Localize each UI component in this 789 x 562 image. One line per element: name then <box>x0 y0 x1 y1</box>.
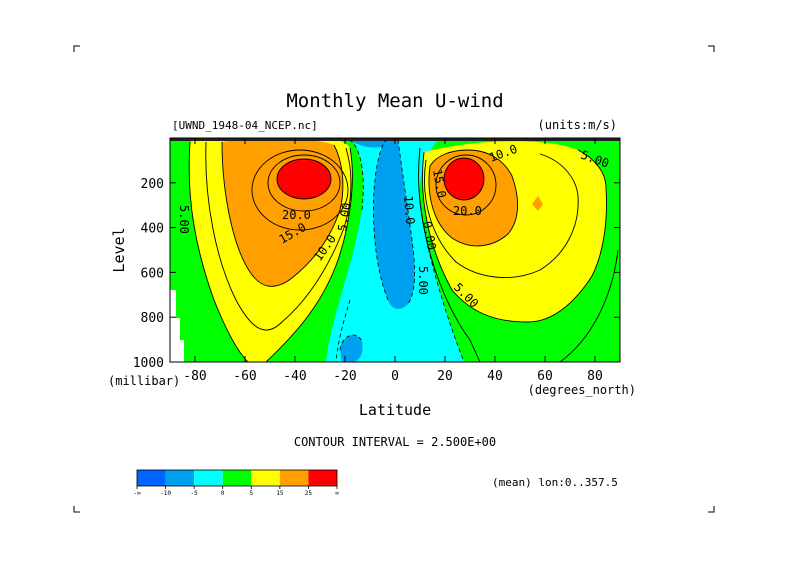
x-tick-label: -20 <box>333 369 356 384</box>
x-tick-label: -60 <box>233 369 256 384</box>
footer-label: (mean) lon:0..357.5 <box>492 476 618 489</box>
fill-neg5-core <box>373 140 415 309</box>
contour-lines <box>188 141 619 362</box>
y-tick-label: 200 <box>141 177 164 192</box>
contour-label: 5.00 <box>416 266 430 295</box>
colorbar-tick-label: -10 <box>160 490 171 497</box>
fill-nh-blob <box>532 196 543 211</box>
colorbar-tick-label: 0 <box>221 490 225 497</box>
x-axis-label: Latitude <box>359 401 431 419</box>
y-tick-label: 800 <box>141 311 164 326</box>
contour-label: 20.0 <box>453 204 482 218</box>
colorbar-tick-label: ∞ <box>335 490 339 497</box>
y-axis-label: Level <box>110 227 128 272</box>
y-axis: 200 400 600 800 1000 <box>133 177 620 371</box>
y-unit-label: (millibar) <box>108 374 180 388</box>
colorbar-tick-label: 25 <box>305 490 313 497</box>
colorbar-tick-label: -∞ <box>133 490 141 497</box>
colorbar-frame <box>136 469 338 487</box>
corner-marks <box>73 45 715 513</box>
x-tick-label: -40 <box>283 369 306 384</box>
colorbar: -∞ -10 -5 0 5 15 25 ∞ <box>133 469 339 497</box>
contour-label: 20.0 <box>282 208 311 222</box>
x-tick-label: 40 <box>487 369 503 384</box>
colorbar-tick-label: 5 <box>249 490 253 497</box>
y-tick-label: 1000 <box>133 356 164 371</box>
colorbar-swatch <box>251 470 280 486</box>
x-tick-label: -80 <box>183 369 206 384</box>
contour-label: 0.00 <box>420 220 439 251</box>
x-unit-label: (degrees_north) <box>528 383 636 397</box>
contour-label: 15.0 <box>430 168 449 199</box>
x-tick-label: 60 <box>537 369 553 384</box>
contour-label: 10.0 <box>401 195 417 225</box>
fill-sh-core-25 <box>277 159 331 199</box>
colorbar-tick-label: 15 <box>276 490 284 497</box>
fill-neg5-blob <box>340 335 363 362</box>
x-tick-label: 20 <box>437 369 453 384</box>
contour-label: 5.00 <box>177 205 191 234</box>
chart-title: Monthly Mean U-wind <box>286 90 503 112</box>
contour-label: 5.00 <box>335 202 354 233</box>
x-tick-label: 0 <box>391 369 399 384</box>
x-tick-label: 80 <box>587 369 603 384</box>
x-axis: -80 -60 -40 -20 0 20 40 60 80 <box>183 138 603 384</box>
y-tick-label: 600 <box>141 266 164 281</box>
plot-area: 5.00 20.0 15.0 10.0 5.00 20.0 15.0 10.0 … <box>170 138 620 362</box>
colorbar-swatch <box>137 470 166 486</box>
colorbar-swatch <box>194 470 223 486</box>
dataset-label: [UWND_1948-04_NCEP.nc] <box>172 119 318 132</box>
colorbar-swatch <box>279 470 309 486</box>
contour-interval-label: CONTOUR INTERVAL = 2.500E+00 <box>294 435 496 449</box>
colorbar-tick-label: -5 <box>191 490 199 497</box>
contour-lines-negative <box>335 139 465 362</box>
colorbar-swatch <box>165 470 195 486</box>
y-tick-label: 400 <box>141 222 164 237</box>
colorbar-swatch <box>222 470 252 486</box>
fill-nh-core-25 <box>444 158 484 200</box>
units-label: (units:m/s) <box>538 118 617 132</box>
colorbar-swatch <box>308 470 337 486</box>
fill-masked <box>170 290 184 362</box>
